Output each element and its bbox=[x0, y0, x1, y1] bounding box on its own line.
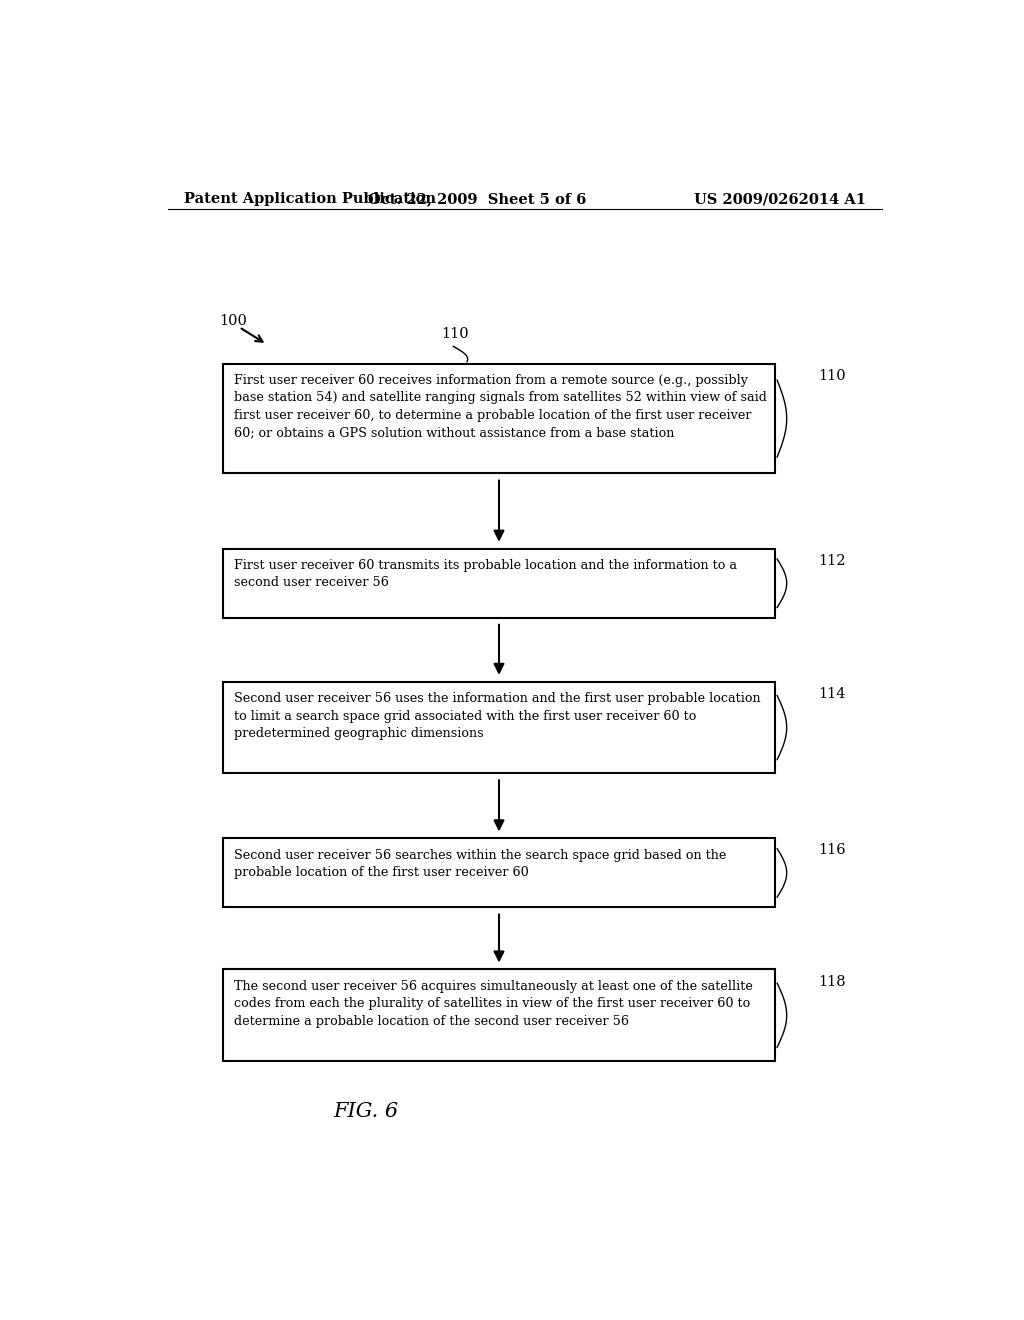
Bar bbox=[223, 969, 775, 1061]
Text: Patent Application Publication: Patent Application Publication bbox=[183, 191, 435, 206]
Text: 110: 110 bbox=[818, 368, 846, 383]
Text: 118: 118 bbox=[818, 974, 846, 989]
Bar bbox=[223, 364, 775, 474]
Text: The second user receiver 56 acquires simultaneously at least one of the satellit: The second user receiver 56 acquires sim… bbox=[229, 979, 753, 1028]
Text: US 2009/0262014 A1: US 2009/0262014 A1 bbox=[694, 191, 866, 206]
Bar bbox=[223, 549, 775, 618]
Bar bbox=[223, 682, 775, 774]
Text: 110: 110 bbox=[441, 327, 469, 342]
Text: First user receiver 60 transmits its probable location and the information to a
: First user receiver 60 transmits its pro… bbox=[229, 558, 736, 589]
Bar bbox=[223, 838, 775, 907]
Text: Second user receiver 56 searches within the search space grid based on the
 prob: Second user receiver 56 searches within … bbox=[229, 849, 726, 879]
Text: 114: 114 bbox=[818, 686, 846, 701]
Text: First user receiver 60 receives information from a remote source (e.g., possibly: First user receiver 60 receives informat… bbox=[229, 374, 766, 440]
Text: 100: 100 bbox=[219, 314, 247, 329]
Text: Oct. 22, 2009  Sheet 5 of 6: Oct. 22, 2009 Sheet 5 of 6 bbox=[368, 191, 587, 206]
Text: FIG. 6: FIG. 6 bbox=[334, 1102, 398, 1121]
Text: 112: 112 bbox=[818, 554, 846, 568]
Text: Second user receiver 56 uses the information and the first user probable locatio: Second user receiver 56 uses the informa… bbox=[229, 692, 760, 741]
Text: 116: 116 bbox=[818, 843, 846, 858]
